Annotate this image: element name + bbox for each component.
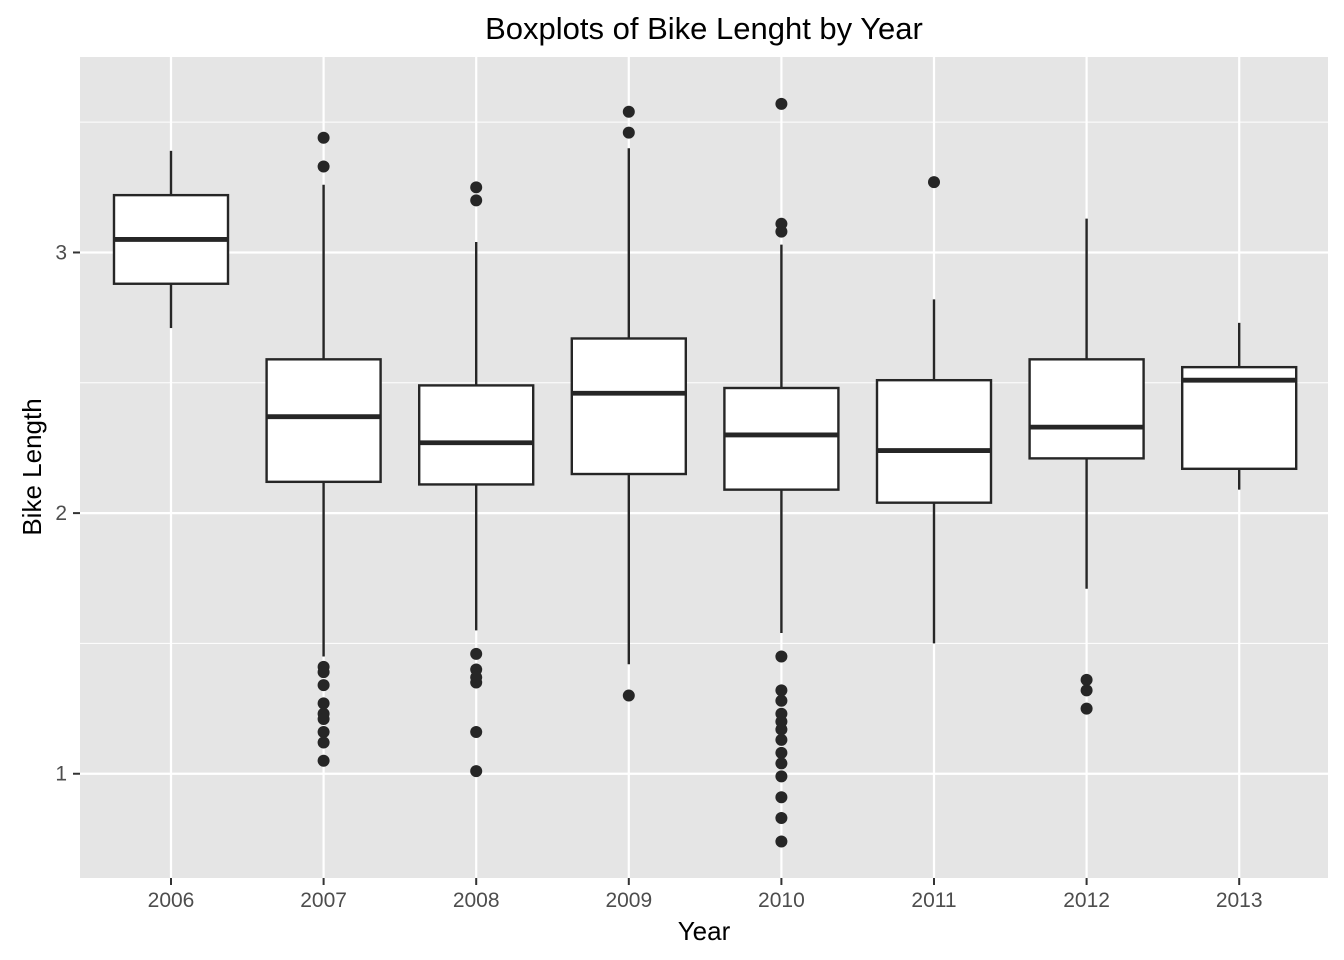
outlier-point: [775, 757, 788, 770]
y-axis-title: Bike Length: [17, 398, 47, 535]
outlier-point: [775, 723, 788, 736]
outlier-point: [317, 679, 330, 692]
outlier-point: [470, 726, 483, 739]
box-2013: [1180, 322, 1298, 490]
outlier-point: [470, 194, 483, 207]
box-2006: [112, 150, 230, 329]
outlier-point: [928, 176, 940, 189]
outlier-point: [317, 713, 330, 726]
outlier-point: [1080, 673, 1093, 686]
box-iqr: [723, 386, 840, 491]
y-tick-label: 1: [55, 763, 67, 786]
x-tick-label: 2011: [911, 889, 956, 912]
box-2010: [723, 97, 840, 848]
outlier-point: [317, 736, 330, 749]
outlier-point: [622, 105, 635, 118]
outlier-point: [775, 694, 788, 707]
outlier-point: [775, 812, 788, 825]
outlier-point: [775, 684, 788, 697]
outlier-point: [775, 733, 788, 746]
x-axis-title: Year: [678, 916, 731, 946]
outlier-point: [1080, 684, 1093, 697]
outlier-point: [775, 791, 788, 804]
outlier-point: [317, 131, 330, 144]
box-2007: [265, 131, 382, 767]
x-tick-label: 2013: [1216, 889, 1263, 912]
y-tick-label: 2: [55, 502, 67, 525]
box-2008: [418, 181, 535, 778]
outlier-point: [317, 666, 330, 679]
box-iqr: [1180, 365, 1298, 471]
outlier-point: [775, 746, 788, 759]
outlier-point: [1080, 702, 1093, 715]
outlier-point: [775, 97, 788, 110]
y-tick-label: 3: [55, 241, 67, 264]
box-iqr: [418, 384, 535, 486]
x-tick-label: 2006: [148, 889, 195, 912]
axes: 1 2 3 2006 2007 2008 2009 2010 2011 2012 2013: [55, 241, 1262, 912]
x-tick-label: 2008: [453, 889, 500, 912]
box-iqr: [570, 337, 687, 476]
outlier-point: [470, 676, 483, 689]
outlier-point: [622, 126, 635, 139]
box-2009: [570, 105, 687, 702]
outlier-point: [317, 160, 330, 173]
x-tick-label: 2010: [758, 889, 805, 912]
x-tick-label: 2007: [300, 889, 347, 912]
outlier-point: [470, 765, 483, 778]
outlier-point: [317, 697, 330, 710]
outlier-point: [317, 754, 330, 767]
outlier-point: [775, 770, 788, 783]
outlier-point: [775, 835, 788, 848]
boxes: [112, 97, 1298, 848]
chart-title: Boxplots of Bike Lenght by Year: [485, 11, 923, 46]
x-tick-label: 2009: [605, 889, 652, 912]
outlier-point: [470, 647, 483, 660]
box-2012: [1028, 218, 1145, 715]
outlier-point: [775, 225, 788, 238]
box-2011: [875, 176, 993, 644]
outlier-point: [317, 726, 330, 739]
outlier-point: [622, 689, 635, 702]
x-tick-label: 2012: [1063, 889, 1110, 912]
box-iqr: [875, 378, 993, 504]
outlier-point: [775, 650, 788, 663]
box-iqr: [1028, 358, 1145, 460]
box-iqr: [265, 358, 382, 484]
outlier-point: [470, 181, 483, 194]
